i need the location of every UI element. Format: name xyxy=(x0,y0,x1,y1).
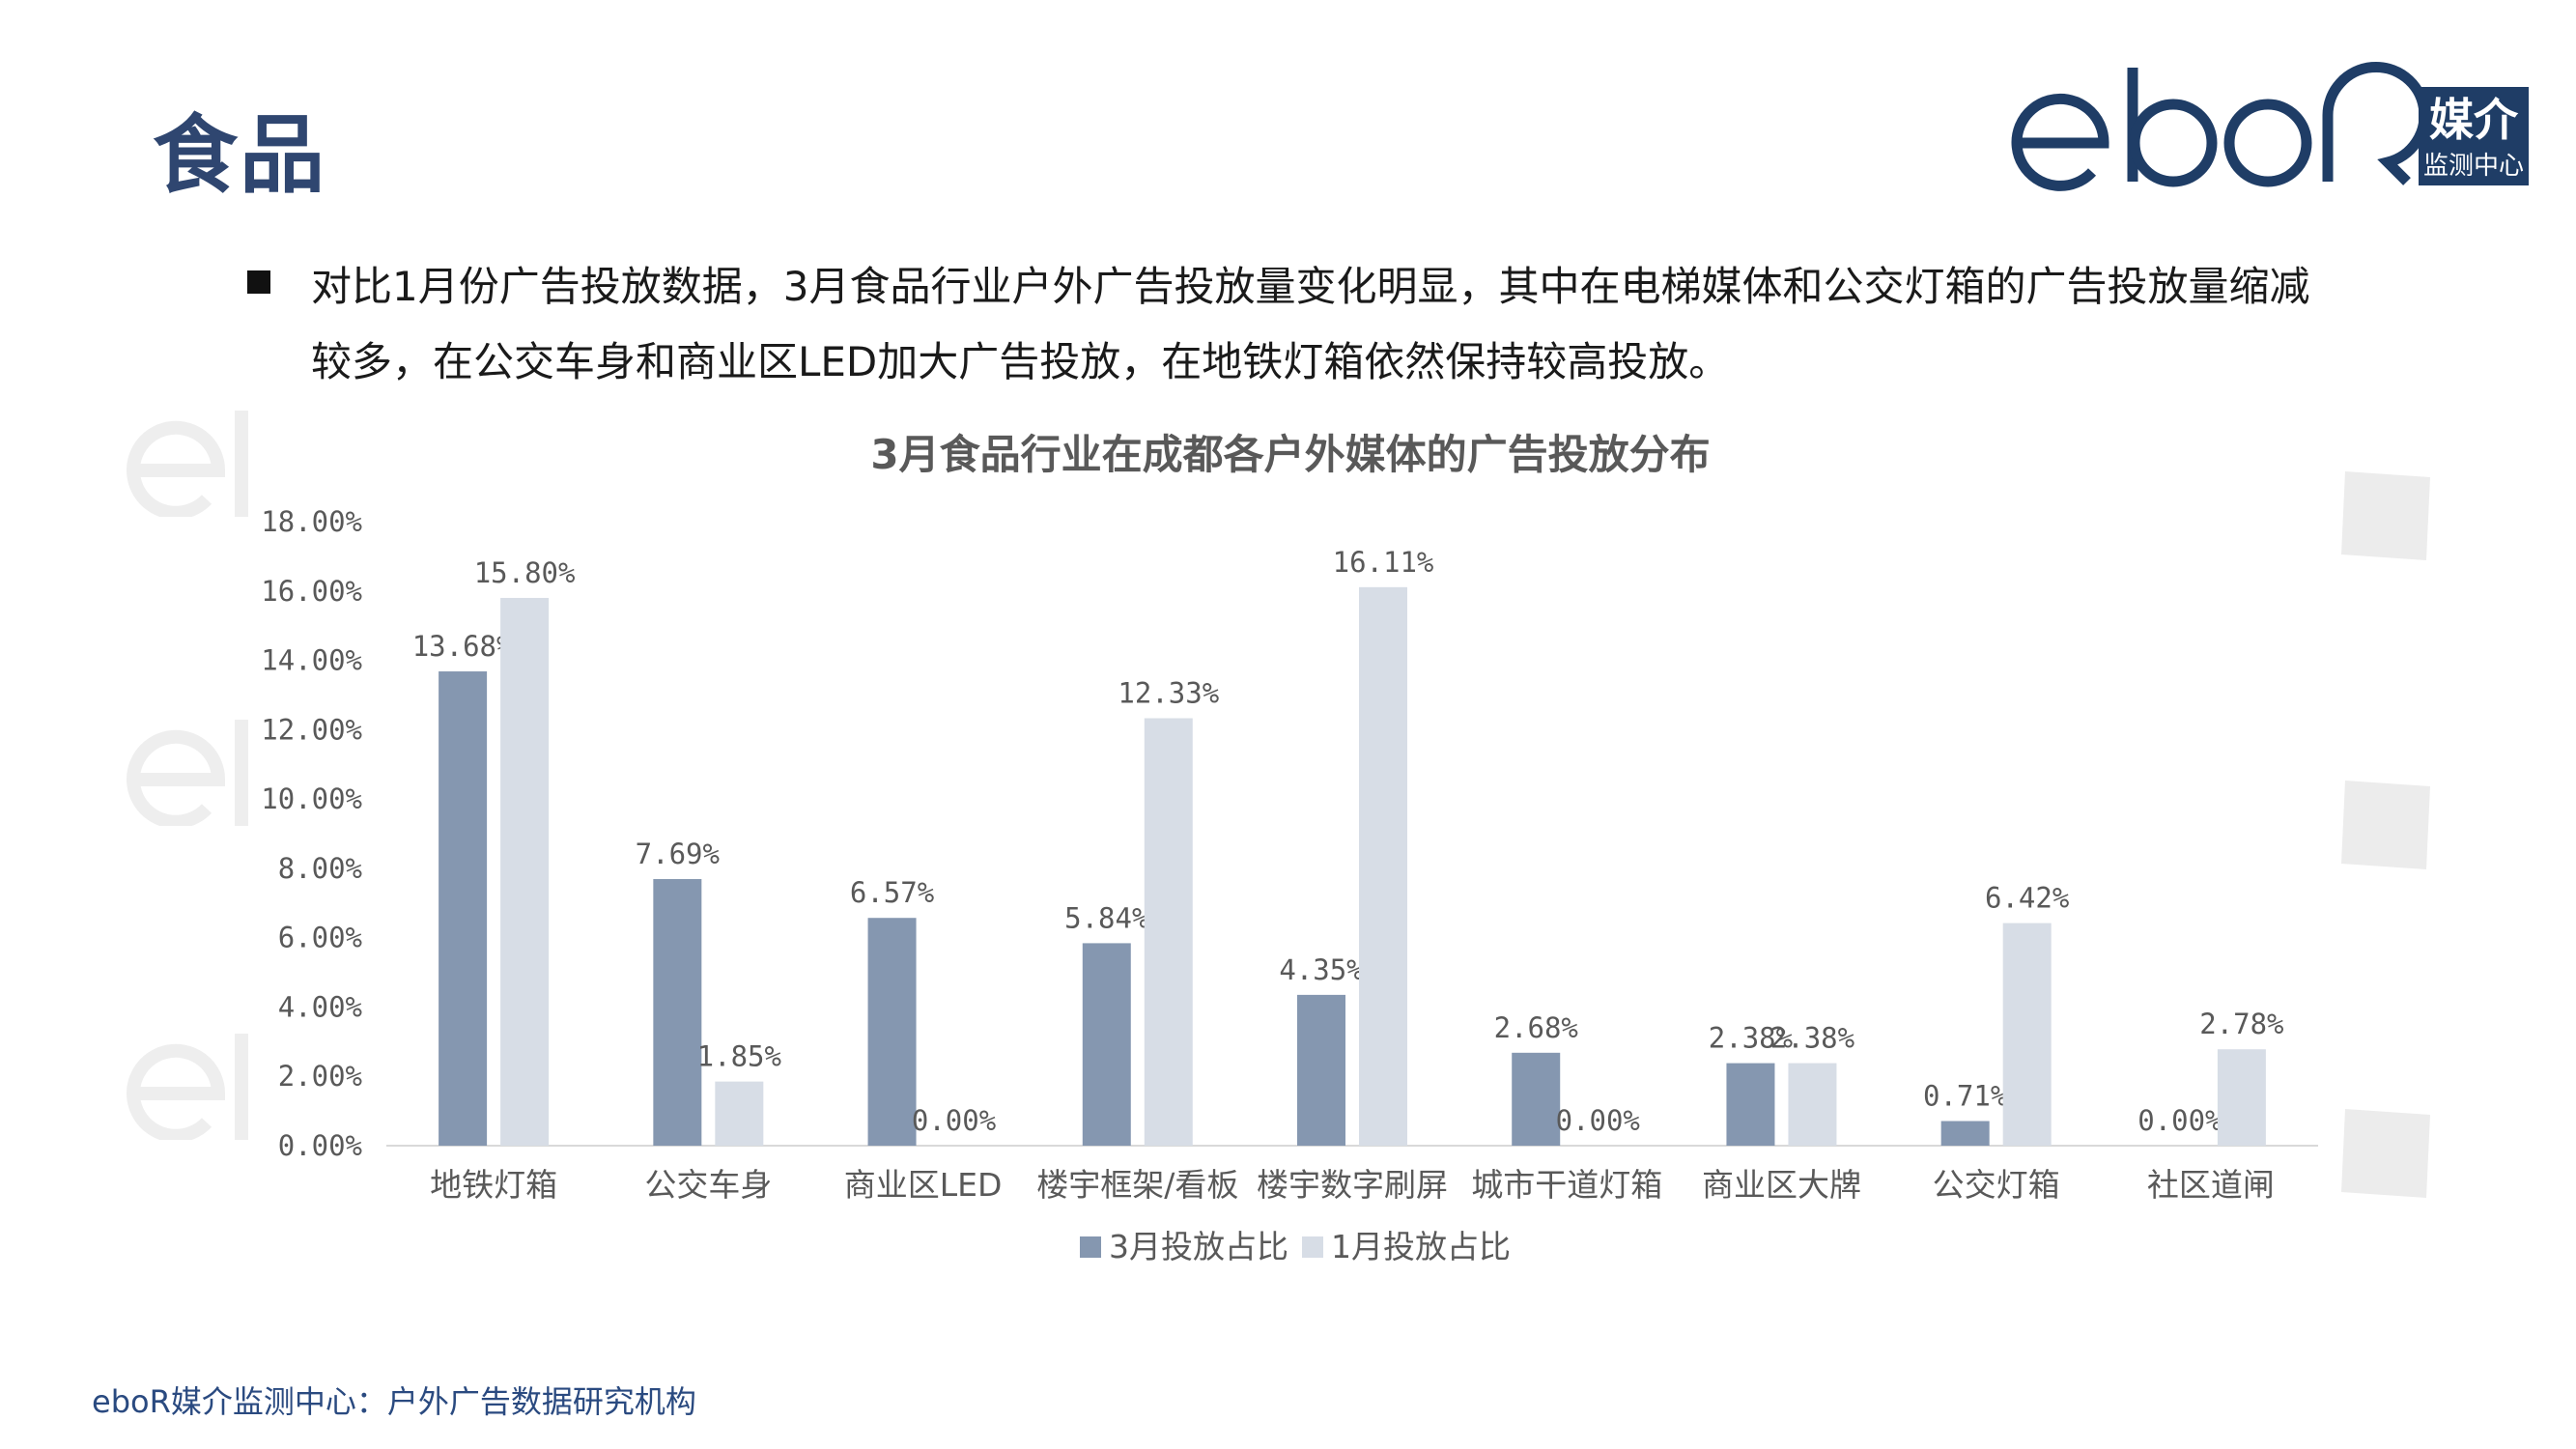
data-label: 0.00% xyxy=(912,1104,996,1137)
y-tick-label: 18.00% xyxy=(261,505,362,538)
x-category-label: 公交车身 xyxy=(644,1166,772,1204)
y-tick-label: 14.00% xyxy=(261,644,362,677)
bullet-text: 对比1月份广告投放数据，3月食品行业户外广告投放量变化明显，其中在电梯媒体和公交… xyxy=(311,263,2310,385)
bar-january xyxy=(1359,586,1407,1146)
bar-march xyxy=(1512,1052,1561,1146)
watermark-logo xyxy=(127,411,248,517)
watermark-logo xyxy=(127,1034,248,1140)
y-tick-label: 16.00% xyxy=(261,575,362,608)
legend-label: 3月投放占比 xyxy=(1109,1228,1288,1265)
data-label: 6.57% xyxy=(850,876,934,909)
y-tick-label: 4.00% xyxy=(278,990,362,1023)
bullet-paragraph: 对比1月份广告投放数据，3月食品行业户外广告投放量变化明显，其中在电梯媒体和公交… xyxy=(247,249,2324,400)
data-label: 2.38% xyxy=(1709,1022,1793,1055)
data-label: 7.69% xyxy=(636,838,720,870)
y-tick-label: 8.00% xyxy=(278,852,362,885)
bar-january xyxy=(1144,718,1193,1146)
x-category-label: 商业区大牌 xyxy=(1702,1166,1861,1204)
decorative-square xyxy=(2341,471,2430,560)
y-tick-label: 12.00% xyxy=(261,713,362,746)
bar-march xyxy=(439,671,488,1146)
x-category-label: 楼宇框架/看板 xyxy=(1036,1166,1238,1204)
data-label: 15.80% xyxy=(474,556,576,589)
x-category-label: 公交灯箱 xyxy=(1933,1166,2060,1204)
legend-swatch xyxy=(1080,1236,1101,1258)
data-label: 5.84% xyxy=(1064,901,1148,934)
data-label: 2.68% xyxy=(1494,1011,1578,1044)
data-label: 0.00% xyxy=(2137,1104,2222,1137)
data-label: 1.85% xyxy=(697,1040,781,1073)
decorative-square xyxy=(2341,781,2430,869)
ebor-logo: 媒介 监测中心 xyxy=(2011,61,2529,191)
chart-title: 3月食品行业在成都各户外媒体的广告投放分布 xyxy=(870,431,1710,478)
data-label: 6.42% xyxy=(1985,882,2069,915)
bar-january xyxy=(715,1081,764,1146)
y-tick-label: 6.00% xyxy=(278,922,362,954)
bar-january xyxy=(2217,1049,2266,1146)
logo-cn-top: 媒介 xyxy=(2429,94,2519,146)
x-category-label: 楼宇数字刷屏 xyxy=(1257,1166,1448,1204)
data-label: 12.33% xyxy=(1118,676,1219,709)
watermark-logo xyxy=(127,720,248,826)
footer-source: eboR媒介监测中心：户外广告数据研究机构 xyxy=(92,1383,696,1420)
page-title: 食品 xyxy=(153,105,327,205)
data-label: 2.38% xyxy=(1770,1022,1854,1055)
bar-january xyxy=(1788,1063,1837,1146)
data-label: 2.78% xyxy=(2199,1008,2283,1040)
data-label: 0.00% xyxy=(1556,1104,1640,1137)
bar-march xyxy=(867,918,917,1146)
bar-march xyxy=(1940,1121,1990,1146)
y-tick-label: 0.00% xyxy=(278,1129,362,1162)
decorative-square xyxy=(2341,1109,2430,1198)
legend-swatch xyxy=(1302,1236,1323,1258)
x-category-label: 商业区LED xyxy=(844,1166,1003,1204)
bar-march xyxy=(1726,1063,1775,1146)
x-category-label: 社区道闸 xyxy=(2147,1166,2275,1204)
y-tick-label: 10.00% xyxy=(261,782,362,815)
data-label: 13.68% xyxy=(412,630,514,663)
bullet-marker xyxy=(247,270,270,294)
data-label: 16.11% xyxy=(1333,546,1434,579)
bar-march xyxy=(1082,943,1131,1146)
bar-january xyxy=(500,597,550,1146)
x-category-label: 地铁灯箱 xyxy=(430,1166,557,1204)
data-label: 0.71% xyxy=(1923,1080,2007,1113)
y-tick-label: 2.00% xyxy=(278,1060,362,1093)
bar-march xyxy=(653,879,702,1146)
bar-march xyxy=(1297,994,1345,1146)
bar-january xyxy=(2002,923,2052,1146)
data-label: 4.35% xyxy=(1279,953,1363,986)
logo-cn-bottom: 监测中心 xyxy=(2423,152,2524,181)
x-category-label: 城市干道灯箱 xyxy=(1471,1166,1662,1204)
legend-label: 1月投放占比 xyxy=(1331,1228,1511,1265)
